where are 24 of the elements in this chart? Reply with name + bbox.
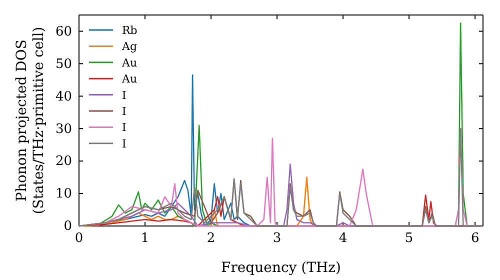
y-tick-label: 30 bbox=[55, 122, 72, 137]
x-tick-label: 6 bbox=[470, 231, 480, 246]
legend-label: Rb bbox=[122, 24, 138, 37]
y-tick-label: 50 bbox=[55, 56, 72, 72]
x-tick-label: 5 bbox=[404, 231, 414, 246]
y-tick-label: 40 bbox=[55, 89, 72, 104]
x-tick-label: 0 bbox=[74, 231, 84, 246]
legend-label: Au bbox=[121, 72, 138, 86]
y-tick-label: 20 bbox=[55, 154, 72, 170]
y-tick-label: 10 bbox=[55, 186, 72, 202]
legend-label: I bbox=[122, 105, 126, 118]
legend-label: I bbox=[122, 137, 126, 150]
x-axis-title: Frequency (THz) bbox=[220, 260, 342, 276]
legend-label: I bbox=[122, 121, 126, 134]
y-tick-label: 60 bbox=[55, 24, 72, 40]
legend-label: Au bbox=[121, 56, 138, 70]
x-tick-label: 2 bbox=[206, 231, 216, 246]
x-tick-label: 1 bbox=[140, 231, 150, 246]
x-tick-label: 3 bbox=[272, 231, 282, 246]
legend-label: Ag bbox=[121, 40, 137, 54]
x-tick-label: 4 bbox=[338, 231, 348, 246]
legend-label: I bbox=[122, 88, 126, 102]
y-tick-label: 0 bbox=[64, 219, 72, 234]
y-axis-title: Phonon projected DOS (States/THz·primitive cell) bbox=[14, 26, 47, 214]
